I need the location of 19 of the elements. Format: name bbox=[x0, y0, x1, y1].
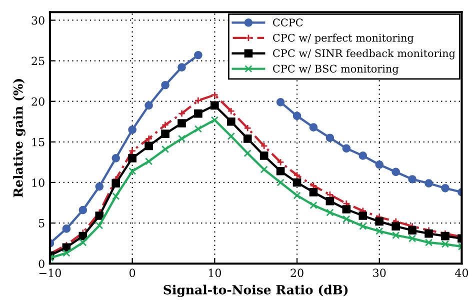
x-tick-label: 40 bbox=[454, 268, 468, 278]
y-tick-label: 25 bbox=[32, 56, 44, 66]
y-tick-label: 5 bbox=[38, 219, 44, 228]
legend-label: CPC w/ SINR feedback monitoring bbox=[273, 49, 456, 60]
y-tick-label: 30 bbox=[32, 16, 44, 25]
x-tick-label: −10 bbox=[39, 268, 61, 278]
legend-label: CCPC bbox=[273, 18, 303, 26]
y-axis-title: Relative gain (%) bbox=[13, 79, 26, 198]
y-tick-label: 15 bbox=[32, 138, 44, 146]
y-tick-label: 0 bbox=[38, 260, 44, 268]
y-tick-label: 10 bbox=[32, 178, 44, 187]
y-tick-label: 20 bbox=[32, 97, 44, 106]
legend-label: CPC w/ BSC monitoring bbox=[273, 64, 399, 75]
x-axis-title: Signal-to-Noise Ratio (dB) bbox=[164, 284, 348, 298]
x-tick-label: 0 bbox=[130, 268, 136, 278]
legend-label: CPC w/ perfect monitoring bbox=[273, 34, 414, 44]
x-tick-label: 10 bbox=[208, 268, 222, 278]
x-tick-label: 30 bbox=[373, 268, 386, 278]
x-tick-label: 20 bbox=[290, 268, 304, 278]
